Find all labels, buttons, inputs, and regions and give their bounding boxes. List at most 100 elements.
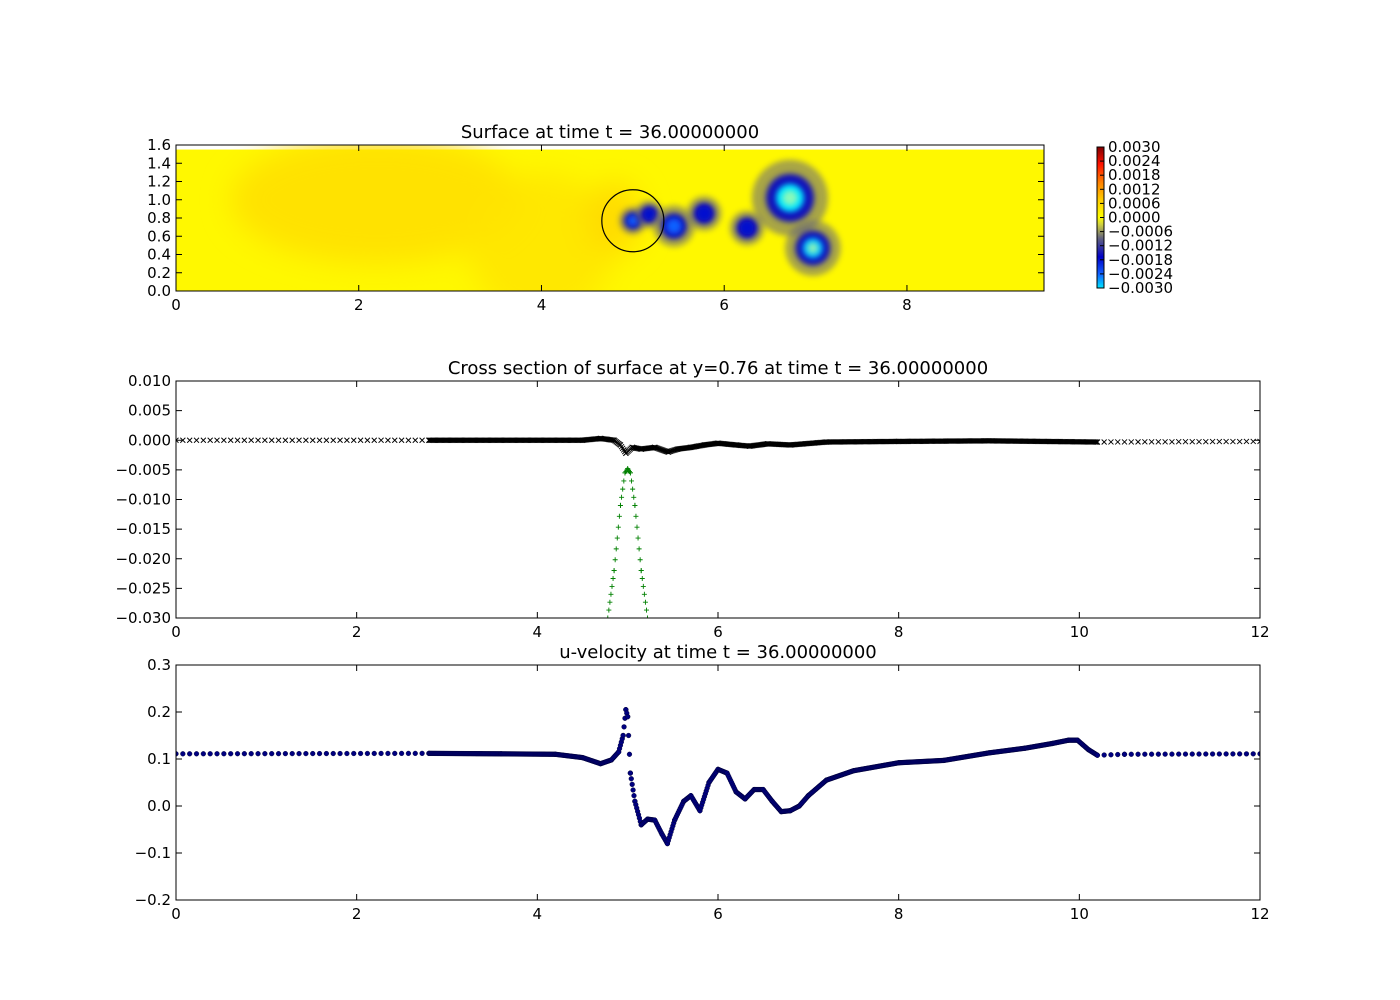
velocity-point [255,751,261,757]
x-marker [330,437,337,444]
velocity-point [405,750,412,756]
plus-marker [641,591,647,597]
x-marker [316,437,323,444]
x-marker [378,437,384,444]
velocity-point [628,776,634,782]
x-marker [1202,438,1209,445]
x-marker [207,437,213,444]
plus-marker [610,576,616,581]
velocity-panel: u-velocity at time t = 36.00000000 0 2 4 6 8… [135,642,1270,923]
plus-marker [617,502,623,508]
y-tick-label: 0.8 [147,209,171,227]
velocity-point [323,750,329,757]
x-marker [1182,438,1189,445]
velocity-point [1101,752,1107,758]
surface-title: Surface at time t = 36.00000000 [461,122,759,143]
velocity-point [1148,751,1155,757]
x-marker [200,437,207,444]
velocity-x-ticks: 0 2 4 6 8 10 12 [171,665,1270,923]
x-marker [309,437,316,444]
y-tick-label: −0.025 [115,579,171,597]
plus-marker [616,513,622,519]
velocity-point [1128,751,1134,757]
velocity-point [357,750,364,757]
plus-marker [608,591,614,597]
surface-field [176,145,1044,291]
plus-marker [621,478,627,484]
velocity-point [234,751,241,757]
y-tick-label: 0.2 [147,264,171,282]
x-marker [1223,438,1229,445]
y-tick-label: −0.2 [135,891,171,909]
velocity-point [1108,752,1114,758]
y-tick-label: 1.0 [147,191,171,209]
x-tick-label: 2 [352,905,362,923]
x-tick-label: 6 [713,623,723,641]
plus-marker [631,494,637,500]
y-tick-label: 0.0 [147,282,171,300]
x-marker [1108,439,1114,445]
y-tick-label: −0.010 [115,491,171,509]
x-tick-label: 6 [719,296,729,314]
velocity-point [398,750,405,757]
plus-marker [639,576,645,581]
velocity-point [296,751,302,757]
velocity-point [1230,751,1236,757]
x-marker [1169,438,1175,445]
x-marker [391,437,398,444]
plus-marker [642,599,648,605]
x-marker [1250,438,1257,445]
y-tick-label: −0.015 [115,520,171,538]
x-marker [275,437,282,444]
plus-marker [637,557,643,563]
cross-section-title: Cross section of surface at y=0.76 at ti… [448,358,988,379]
x-marker [1128,439,1135,445]
velocity-point [1162,751,1168,757]
x-marker [1114,439,1121,445]
x-marker [337,437,343,444]
x-marker [303,437,309,444]
plus-marker [634,524,640,530]
y-tick-label: 1.6 [147,136,171,154]
velocity-point [419,750,425,756]
x-marker [214,437,220,444]
x-marker [1094,439,1101,445]
vortex [751,159,829,237]
y-tick-label: 0.005 [128,402,171,420]
x-marker [282,437,289,444]
velocity-point [630,787,636,793]
x-marker [180,437,186,444]
velocity-point [378,750,384,757]
x-marker [609,437,615,443]
x-marker [296,437,302,444]
velocity-point [262,751,268,757]
velocity-point [282,751,288,757]
velocity-point [228,751,234,757]
velocity-point [626,751,633,757]
x-marker [1148,439,1155,445]
x-marker [186,437,193,444]
velocity-point [1237,751,1243,757]
velocity-point [1243,751,1250,757]
velocity-point [207,751,213,757]
x-marker [1196,438,1202,445]
velocity-point [1209,751,1216,757]
velocity-point [200,751,206,757]
y-tick-label: 0.000 [128,431,171,449]
velocity-point [330,750,336,757]
velocity-point [303,750,309,757]
colorbar-tick-label: 0.0000 [1108,209,1161,227]
x-marker [371,437,378,444]
plus-marker [640,583,646,589]
vortex [729,210,765,246]
y-tick-label: 1.2 [147,173,171,191]
x-marker [412,437,419,444]
plus-marker [611,568,617,574]
x-marker [344,437,350,444]
colorbar-tick-label: 0.0024 [1108,152,1161,170]
plus-marker [609,583,615,589]
y-tick-label: 0.1 [147,750,171,768]
x-marker [357,437,364,444]
velocity-point [248,751,254,757]
velocity-point [351,750,357,757]
